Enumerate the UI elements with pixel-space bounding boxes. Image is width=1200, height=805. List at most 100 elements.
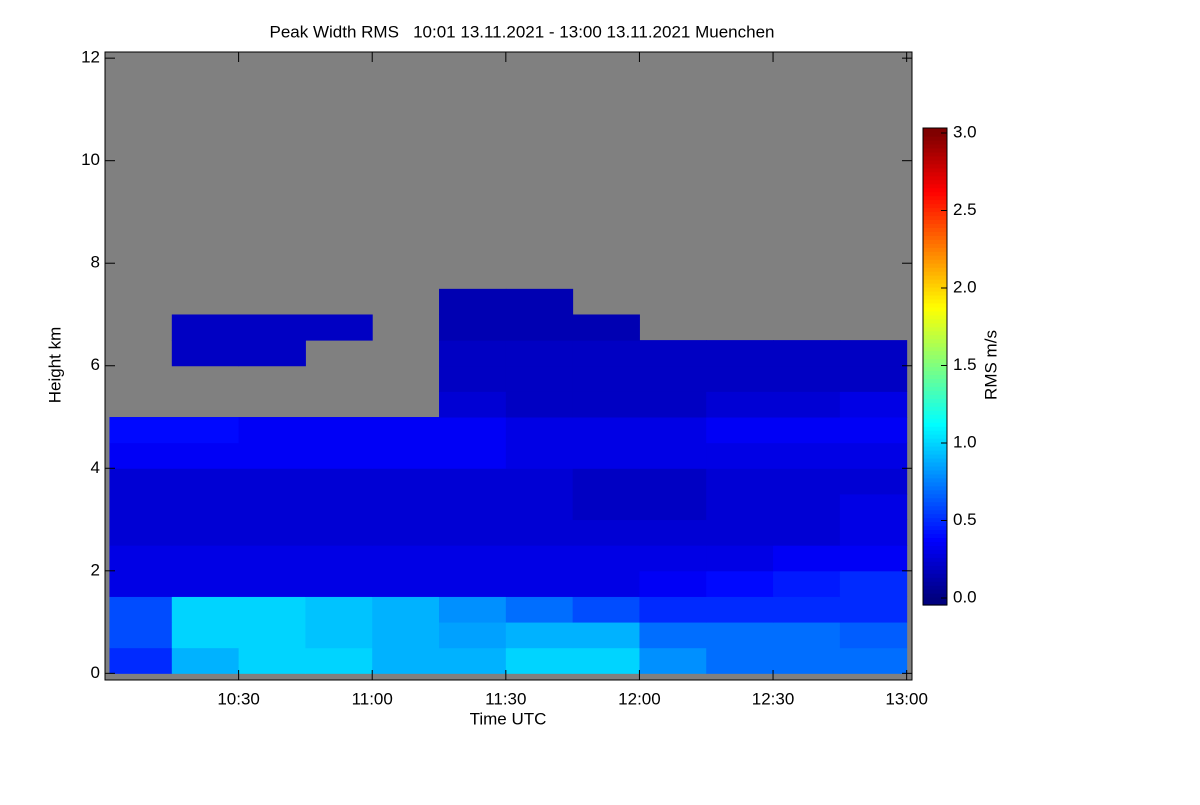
heatmap-cell — [706, 417, 774, 444]
heatmap-cell — [572, 365, 640, 392]
heatmap-cell — [639, 417, 707, 444]
colorbar-swatch — [923, 449, 947, 455]
colorbar-swatch — [923, 597, 947, 602]
heatmap-cell — [839, 365, 908, 392]
heatmap-cell — [572, 340, 640, 367]
heatmap-cell — [773, 570, 841, 597]
heatmap-cell — [706, 340, 774, 367]
colorbar-swatch — [923, 342, 947, 348]
colorbar-swatch — [923, 589, 947, 594]
heatmap-cell — [372, 596, 440, 623]
heatmap-cell — [706, 545, 774, 572]
heatmap-cell — [639, 340, 707, 367]
colorbar-swatch — [923, 219, 947, 224]
heatmap-cell — [639, 391, 707, 418]
heatmap-cell — [305, 519, 373, 546]
colorbar-swatch — [923, 398, 947, 403]
colorbar-swatch — [923, 247, 947, 252]
colorbar-tick-label: 1.5 — [953, 355, 977, 374]
heatmap-cell — [171, 442, 240, 469]
heatmap-cell — [305, 570, 373, 597]
heatmap-cell — [572, 493, 640, 521]
colorbar-swatch — [923, 370, 947, 376]
heatmap-cell — [505, 596, 574, 623]
heatmap-cell — [238, 468, 306, 495]
colorbar-swatch — [923, 537, 947, 542]
heatmap-cell — [572, 622, 640, 649]
heatmap-cell — [305, 468, 373, 495]
heatmap-cell — [839, 647, 908, 674]
heatmap-cell — [505, 314, 574, 341]
x-tick-label: 10:30 — [217, 689, 260, 708]
heatmap-cell — [171, 314, 240, 341]
heatmap-cell — [505, 365, 574, 392]
heatmap-cell — [439, 288, 507, 315]
colorbar-swatch — [923, 263, 947, 268]
heatmap-cell — [639, 365, 707, 392]
heatmap-cell — [572, 391, 640, 418]
colorbar-swatch — [923, 513, 947, 519]
heatmap-cell — [572, 468, 640, 495]
colorbar-swatch — [923, 143, 947, 149]
heatmap-cell — [839, 417, 908, 444]
y-axis-label: Height km — [45, 327, 64, 404]
colorbar-swatch — [923, 481, 947, 487]
colorbar-swatch — [923, 330, 947, 336]
heatmap-cell — [238, 314, 306, 341]
colorbar-swatch — [923, 505, 947, 511]
heatmap-cell — [238, 570, 306, 597]
heatmap-cell — [238, 442, 306, 469]
heatmap-cell — [439, 365, 507, 392]
heatmap-cell — [305, 493, 373, 521]
heatmap-cell — [305, 442, 373, 469]
colorbar-swatch — [923, 275, 947, 280]
heatmap-cell — [238, 596, 306, 623]
colorbar-swatch — [923, 215, 947, 221]
colorbar-swatch — [923, 227, 947, 232]
x-tick-label: 12:30 — [752, 689, 795, 708]
colorbar-tick-label: 3.0 — [953, 122, 977, 141]
heatmap-cell — [639, 493, 707, 521]
colorbar-swatch — [923, 131, 947, 137]
colorbar-tick-label: 1.0 — [953, 432, 977, 451]
heatmap-cell — [439, 596, 507, 623]
heatmap-cell — [238, 493, 306, 521]
heatmap-cell — [773, 442, 841, 469]
colorbar-tick-label: 0.5 — [953, 510, 977, 529]
colorbar-swatch — [923, 259, 947, 264]
colorbar-swatch — [923, 203, 947, 209]
heatmap-cell — [109, 519, 173, 546]
heatmap-cell — [171, 647, 240, 674]
heatmap-cell — [773, 417, 841, 444]
y-tick-label: 8 — [91, 253, 100, 272]
heatmap-cell — [839, 442, 908, 469]
heatmap-cell — [109, 417, 173, 444]
colorbar-swatch — [923, 183, 947, 189]
heatmap-cell — [372, 493, 440, 521]
colorbar-swatch — [923, 314, 947, 320]
colorbar-swatch — [923, 469, 947, 475]
heatmap-cell — [439, 545, 507, 572]
colorbar-swatch — [923, 553, 947, 558]
heatmap-cell — [706, 442, 774, 469]
heatmap-cell — [372, 417, 440, 444]
y-tick-label: 2 — [91, 560, 100, 579]
colorbar-swatch — [923, 430, 947, 435]
y-tick-label: 6 — [91, 355, 100, 374]
colorbar-swatch — [923, 374, 947, 380]
heatmap-cell — [773, 468, 841, 495]
colorbar-swatch — [923, 565, 947, 570]
colorbar-swatch — [923, 593, 947, 598]
heatmap-cell — [372, 545, 440, 572]
colorbar-swatch — [923, 394, 947, 399]
colorbar-swatch — [923, 438, 947, 443]
heatmap-cell — [109, 493, 173, 521]
colorbar-swatch — [923, 298, 947, 304]
heatmap-cell — [372, 468, 440, 495]
colorbar-swatch — [923, 485, 947, 491]
colorbar-swatch — [923, 422, 947, 427]
colorbar-swatch — [923, 135, 947, 141]
colorbar-swatch — [923, 386, 947, 391]
heatmap-cell — [706, 647, 774, 674]
colorbar-swatch — [923, 211, 947, 217]
